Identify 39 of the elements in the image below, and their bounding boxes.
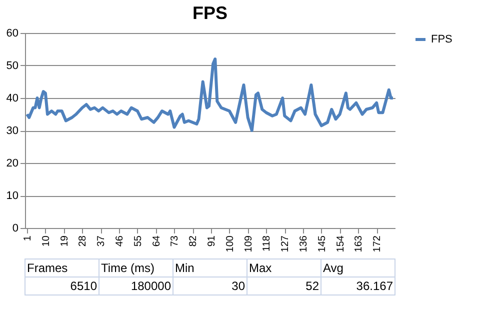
y-tick-label: 0 [12, 222, 18, 234]
x-tick-label: 37 [96, 235, 108, 247]
y-tick-label: 30 [6, 125, 18, 137]
x-tick-label: 91 [206, 235, 218, 247]
x-tick-label: 73 [170, 235, 181, 247]
text: Min [175, 261, 194, 275]
x-tick-label: 136 [298, 235, 310, 252]
x-tick-label: 109 [243, 235, 254, 252]
x-tick-label: 82 [188, 235, 200, 247]
x-tick-label: 163 [354, 235, 365, 252]
legend-label: FPS [431, 34, 452, 46]
x-tick-label: 19 [59, 235, 70, 247]
text: 6510 [70, 279, 98, 293]
x-tick-label: 46 [114, 235, 126, 247]
text: 180000 [130, 279, 172, 293]
x-tick-label: 10 [40, 235, 52, 247]
text: Time (ms) [101, 261, 155, 275]
y-tick-label: 50 [6, 60, 18, 72]
chart-title: FPS [192, 3, 228, 23]
x-tick-label: 100 [224, 235, 236, 252]
text: Max [249, 261, 272, 275]
x-tick-label: 55 [132, 235, 144, 247]
text: 36.167 [356, 279, 394, 293]
text: Frames [27, 261, 68, 275]
x-tick-label: 172 [372, 235, 384, 252]
x-tick-label: 1 [22, 235, 34, 242]
text: 30 [232, 279, 246, 293]
y-tick-label: 20 [6, 158, 18, 170]
x-tick-label: 145 [316, 235, 328, 252]
y-tick-label: 40 [6, 92, 18, 104]
text: Avg [323, 261, 344, 275]
x-tick-label: 154 [335, 235, 346, 252]
x-tick-label: 118 [262, 235, 273, 252]
x-tick-label: 28 [78, 235, 89, 247]
text: 52 [306, 279, 320, 293]
y-tick-label: 10 [6, 190, 18, 202]
y-tick-label: 60 [6, 28, 18, 40]
x-tick-label: 64 [151, 235, 162, 247]
x-tick-label: 127 [280, 235, 292, 252]
